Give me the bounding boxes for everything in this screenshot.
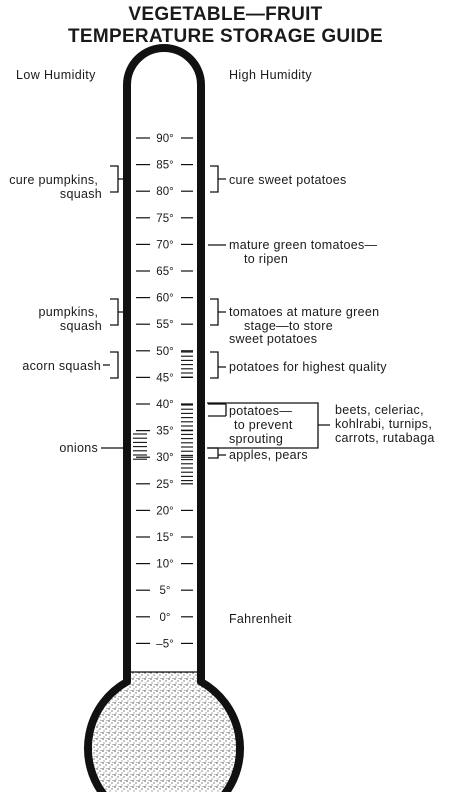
tick-label: 90° [156, 133, 173, 145]
tick-label: 70° [156, 239, 173, 251]
tick-label: 55° [156, 319, 173, 331]
tick-label: 20° [156, 505, 173, 517]
tick-label: 60° [156, 293, 173, 305]
bracket-root-vegetables [207, 402, 330, 449]
tick-label: 75° [156, 213, 173, 225]
fahrenheit-label: Fahrenheit [229, 612, 292, 626]
title-line-1: VEGETABLE—FRUIT [128, 4, 323, 25]
bracket-tomatoes [210, 298, 226, 326]
thermometer-bulb [91, 672, 236, 792]
left-label-acorn-squash: acorn squash [22, 359, 101, 373]
tick-label: 5° [160, 585, 171, 597]
temperature-ticks: 90° 85° 80° 75° 70° 65° 60° 55° 50° 45° 40° 35° 30° 2… [136, 133, 193, 650]
tick-label: 80° [156, 186, 173, 198]
tick-label: 50° [156, 346, 173, 358]
right-label-potatoes-quality: potatoes for highest quality [229, 360, 387, 374]
right-label-apples-pears: apples, pears [229, 448, 308, 462]
low-humidity-label: Low Humidity [16, 68, 96, 82]
tick-label: 35° [156, 426, 173, 438]
bracket-cure-sweet-potatoes [210, 165, 226, 193]
bracket-potatoes-quality [210, 351, 226, 379]
tick-label: 85° [156, 160, 173, 172]
bracket-acorn-squash [103, 351, 119, 379]
title-line-2: TEMPERATURE STORAGE GUIDE [67, 26, 384, 47]
bracket-cure-pumpkins [110, 165, 124, 193]
right-label-root-vegetables: beets, celeriac, kohlrabi, turnips, carr… [335, 403, 436, 445]
high-humidity-label: High Humidity [229, 68, 313, 82]
tick-label: 30° [156, 452, 173, 464]
thermometer-outline [84, 44, 244, 792]
left-label-pumpkins: pumpkins, squash [39, 305, 102, 333]
left-label-cure-pumpkins: cure pumpkins, squash [9, 173, 102, 201]
tick-label: 40° [156, 399, 173, 411]
right-label-cure-sweet-potatoes: cure sweet potatoes [229, 173, 347, 187]
bracket-pumpkins [110, 298, 124, 326]
hatch-marks [133, 351, 193, 482]
tick-label: 15° [156, 532, 173, 544]
tick-label: 0° [160, 612, 171, 624]
tick-label: 25° [156, 479, 173, 491]
right-label-potatoes-sprouting: potatoes— to prevent sprouting [229, 404, 296, 446]
bracket-potatoes-sprouting [208, 403, 227, 417]
tick-label: –5° [156, 638, 173, 650]
tick-label: 10° [156, 559, 173, 571]
tick-label: 65° [156, 266, 173, 278]
right-label-mature-green-tomatoes: mature green tomatoes— to ripen [229, 238, 381, 266]
right-label-tomatoes-mature-green: tomatoes at mature green stage—to store … [229, 305, 383, 346]
bracket-apples [208, 447, 226, 459]
left-label-onions: onions [59, 441, 98, 455]
tick-label: 45° [156, 372, 173, 384]
